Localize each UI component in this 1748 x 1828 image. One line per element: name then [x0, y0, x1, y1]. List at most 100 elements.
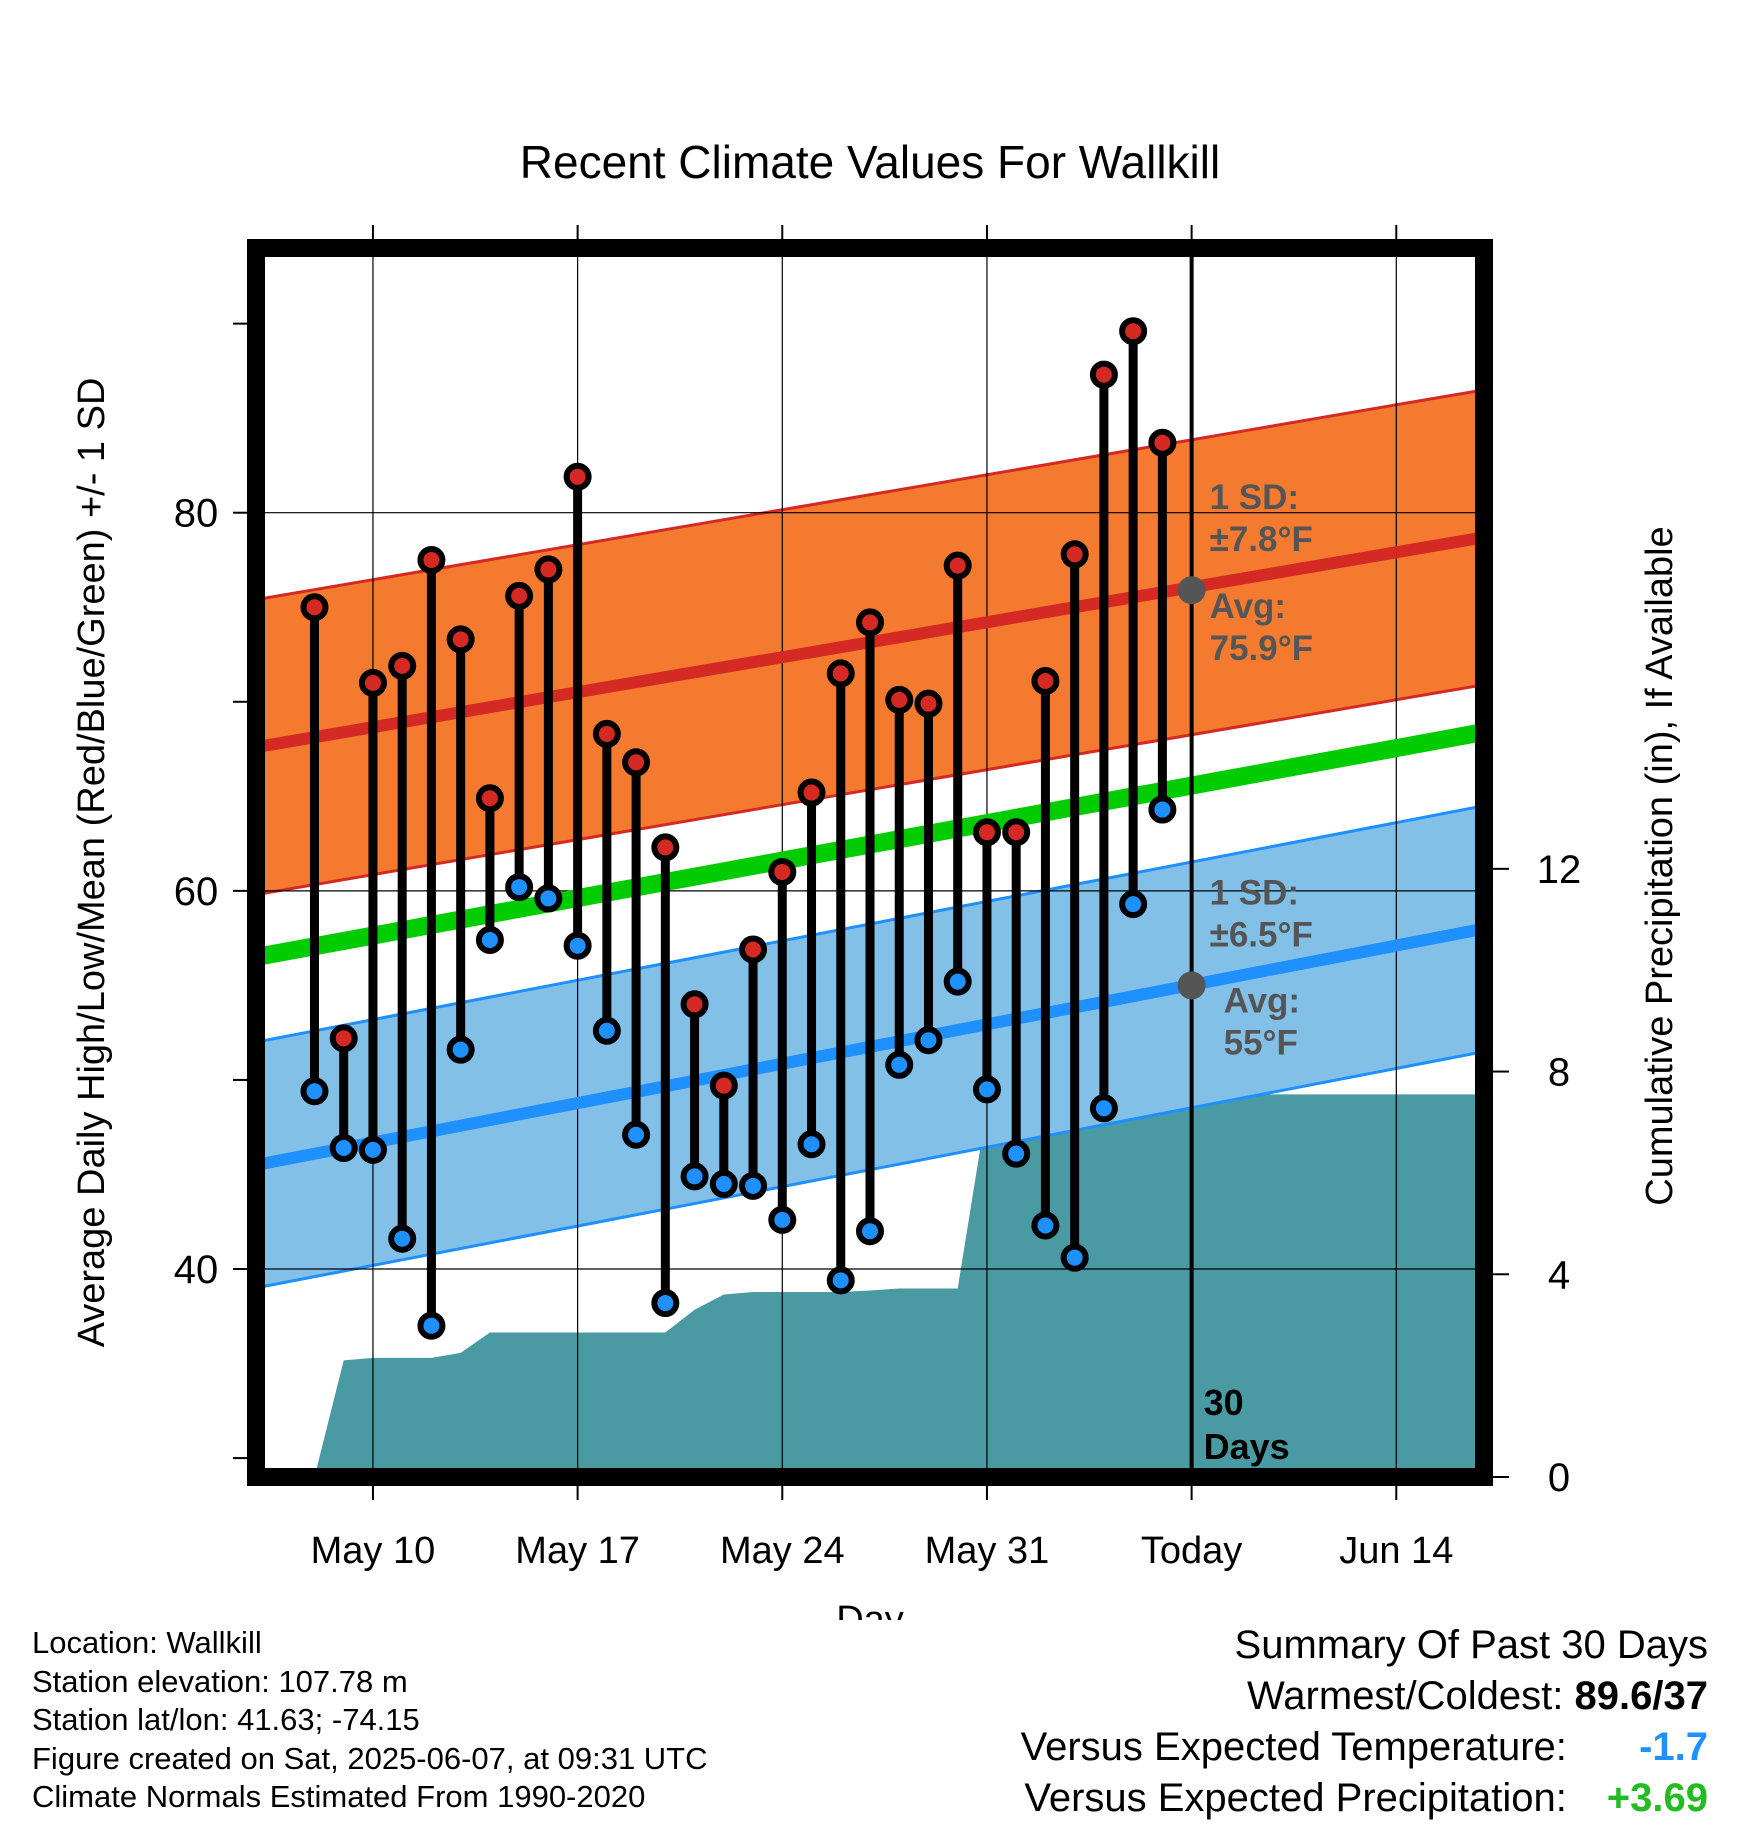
low-temp-point — [1031, 1211, 1060, 1240]
high-temp-point — [329, 1024, 358, 1053]
low-temp-point — [592, 1016, 621, 1045]
summary-precip: Versus Expected Precipitation: +3.69 — [1021, 1773, 1708, 1824]
high-temp-point — [826, 659, 855, 688]
low-temp-point — [534, 884, 563, 913]
summary-panel: Summary Of Past 30 Days Warmest/Coldest:… — [1021, 1620, 1708, 1824]
chart-title: Recent Climate Values For Wallkill — [520, 136, 1220, 188]
high-temp-point — [739, 935, 768, 964]
low-temp-point — [300, 1077, 329, 1106]
x-tick-label: May 10 — [311, 1530, 436, 1572]
high-temp-point — [622, 748, 651, 777]
x-tick-label: May 31 — [925, 1530, 1050, 1572]
low-temp-point — [388, 1224, 417, 1253]
low-temp-point — [856, 1217, 884, 1246]
summary-title: Summary Of Past 30 Days — [1234, 1623, 1708, 1667]
low-temp-point — [972, 1075, 1001, 1104]
high-temp-point — [768, 857, 797, 886]
low-temp-point — [768, 1205, 797, 1234]
summary-temp: Versus Expected Temperature: -1.7 — [1021, 1722, 1708, 1773]
low-avg-label: Avg: — [1224, 981, 1300, 1020]
low-temp-point — [914, 1026, 943, 1055]
y-tick-label: 40 — [174, 1248, 219, 1292]
high-temp-point — [388, 651, 417, 680]
low-temp-point — [1002, 1139, 1031, 1168]
high-temp-point — [1119, 317, 1148, 346]
low-temp-point — [475, 926, 504, 955]
high-sd-value: ±7.8°F — [1210, 520, 1313, 559]
temp-label: Versus Expected Temperature: — [1020, 1725, 1567, 1769]
low-temp-point — [651, 1289, 680, 1318]
high-temp-point — [475, 784, 504, 813]
low-temp-point — [1119, 890, 1148, 919]
x-tick-label: Jun 14 — [1339, 1530, 1453, 1572]
high-temp-point — [1031, 666, 1060, 695]
high-avg-value: 75.9°F — [1210, 629, 1314, 668]
low-temp-point — [1060, 1243, 1089, 1272]
plot-area — [256, 248, 1484, 1477]
low-temp-point — [622, 1120, 651, 1149]
high-temp-point — [856, 608, 884, 637]
low-temp-point — [943, 967, 972, 996]
low-sd-label: 1 SD: — [1210, 873, 1299, 912]
high-temp-point — [505, 581, 534, 610]
low-temp-point — [709, 1169, 738, 1198]
precip-label: Versus Expected Precipitation: — [1024, 1776, 1567, 1820]
low-avg-value: 55°F — [1224, 1023, 1298, 1062]
normals-text: Climate Normals Estimated From 1990-2020 — [32, 1779, 646, 1814]
days-count-label: 30 — [1204, 1382, 1244, 1423]
high-avg-label: Avg: — [1210, 587, 1286, 626]
high-temp-point — [797, 778, 826, 807]
low-temp-point — [797, 1130, 826, 1159]
high-temp-point — [1089, 360, 1118, 389]
low-temp-point — [739, 1171, 768, 1200]
x-tick-label: Today — [1141, 1530, 1242, 1572]
warm-cold-value: 89.6/37 — [1574, 1674, 1708, 1718]
high-temp-point — [300, 593, 329, 622]
location-text: Location: Wallkill — [32, 1625, 262, 1660]
low-temp-point — [446, 1035, 475, 1064]
plot-frame — [247, 239, 1493, 1486]
high-temp-point — [358, 668, 387, 697]
high-temp-point — [709, 1071, 738, 1100]
low-temp-point — [826, 1266, 855, 1295]
high-temp-point — [651, 833, 680, 862]
low-temp-point — [563, 931, 592, 960]
y2-tick-label: 0 — [1548, 1456, 1570, 1500]
elevation-text: Station elevation: 107.78 m — [32, 1663, 408, 1699]
x-axis-title: Day — [836, 1599, 904, 1620]
low-temp-point — [1148, 795, 1177, 824]
latlon-text: Station lat/lon: 41.63; -74.15 — [32, 1702, 420, 1737]
high-avg-marker — [1177, 576, 1206, 605]
x-tick-label: May 17 — [515, 1530, 640, 1572]
days-word-label: Days — [1204, 1426, 1290, 1467]
y-tick-label: 60 — [174, 870, 219, 914]
high-temp-point — [563, 462, 592, 491]
high-temp-point — [914, 689, 943, 718]
high-temp-point — [885, 685, 914, 714]
high-normal-band-upper-edge — [256, 388, 1484, 602]
high-temp-point — [972, 818, 1001, 847]
high-temp-point — [446, 625, 475, 654]
high-temp-point — [1060, 540, 1089, 569]
created-text: Figure created on Sat, 2025-06-07, at 09… — [32, 1740, 708, 1776]
warm-cold-label: Warmest/Coldest: — [1247, 1674, 1564, 1718]
low-temp-point — [358, 1135, 387, 1164]
low-avg-marker — [1177, 971, 1206, 1000]
high-temp-point — [1002, 818, 1031, 847]
temp-value: -1.7 — [1639, 1725, 1708, 1769]
high-sd-label: 1 SD: — [1210, 478, 1299, 517]
high-temp-point — [943, 551, 972, 580]
low-temp-point — [417, 1311, 446, 1340]
high-temp-point — [592, 719, 621, 748]
low-temp-point — [885, 1050, 914, 1079]
y-tick-label: 80 — [174, 492, 219, 536]
low-sd-value: ±6.5°F — [1210, 915, 1313, 954]
x-tick-label: May 24 — [720, 1530, 845, 1572]
precip-value: +3.69 — [1606, 1776, 1708, 1820]
low-temp-point — [505, 873, 534, 902]
station-info: Location: Wallkill Station elevation: 10… — [32, 1624, 708, 1817]
summary-warm-cold: Warmest/Coldest: 89.6/37 — [1021, 1671, 1708, 1722]
high-temp-point — [417, 545, 446, 574]
low-temp-point — [680, 1162, 709, 1191]
